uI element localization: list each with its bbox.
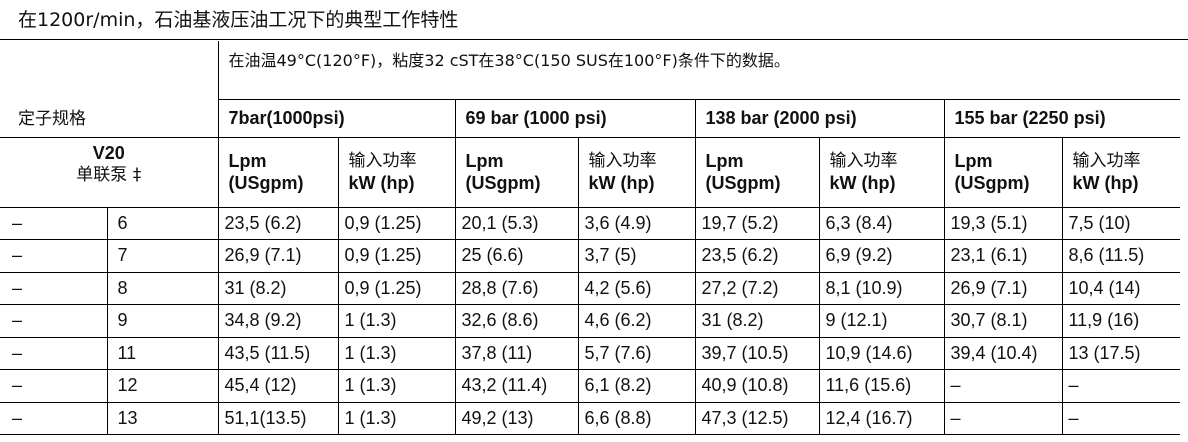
flow-value-cell: 30,7 (8.1) xyxy=(943,304,1062,338)
row-dash: – xyxy=(0,272,107,305)
power-value-cell: 1 (1.3) xyxy=(337,337,455,370)
power-value-cell: 8,1 (10.9) xyxy=(818,272,944,305)
power-value-cell: 9 (12.1) xyxy=(818,304,944,338)
power-subheader: 输入功率 kW (hp) xyxy=(1061,137,1181,208)
flow-value-cell: 26,9 (7.1) xyxy=(217,239,338,273)
row-dash: – xyxy=(0,304,107,338)
power-value-cell: 3,7 (5) xyxy=(577,239,695,273)
power-value-cell: 13 (17.5) xyxy=(1061,337,1181,370)
stator-size-header: 定子规格 xyxy=(0,41,218,138)
row-dash: – xyxy=(0,402,107,435)
power-value-cell: 0,9 (1.25) xyxy=(337,272,455,305)
flow-value-cell: 25 (6.6) xyxy=(454,239,578,273)
flow-subheader: Lpm (USgpm) xyxy=(454,137,578,208)
power-value-cell: 1 (1.3) xyxy=(337,402,455,435)
flow-value-cell: 31 (8.2) xyxy=(217,272,338,305)
flow-value-cell: 19,7 (5.2) xyxy=(694,207,819,240)
power-value-cell: 6,6 (8.8) xyxy=(577,402,695,435)
power-value-cell: 11,9 (16) xyxy=(1061,304,1181,338)
power-value-cell: 6,3 (8.4) xyxy=(818,207,944,240)
power-value-cell: 10,9 (14.6) xyxy=(818,337,944,370)
flow-value-cell: 32,6 (8.6) xyxy=(454,304,578,338)
flow-value-cell: 47,3 (12.5) xyxy=(694,402,819,435)
flow-value-cell: 20,1 (5.3) xyxy=(454,207,578,240)
power-value-cell: 0,9 (1.25) xyxy=(337,207,455,240)
flow-value-cell: 26,9 (7.1) xyxy=(943,272,1062,305)
stator-size-cell: 8 xyxy=(106,272,218,305)
power-value-cell: 3,6 (4.9) xyxy=(577,207,695,240)
power-value-cell: 6,9 (9.2) xyxy=(818,239,944,273)
model-subtitle: 单联泵 ‡ xyxy=(76,164,142,185)
row-dash: – xyxy=(0,369,107,403)
pressure-header-138bar: 138 bar (2000 psi) xyxy=(694,98,944,138)
flow-value-cell: 51,1(13.5) xyxy=(217,402,338,435)
condition-note: 在油温49°C(120°F)，粘度32 cST在38°C(150 SUS在100… xyxy=(217,41,1181,99)
flow-value-cell: 39,7 (10.5) xyxy=(694,337,819,370)
flow-value-cell: 43,2 (11.4) xyxy=(454,369,578,403)
stator-size-cell: 6 xyxy=(106,207,218,240)
power-value-cell: 6,1 (8.2) xyxy=(577,369,695,403)
power-value-cell: 8,6 (11.5) xyxy=(1061,239,1181,273)
stator-size-cell: 11 xyxy=(106,337,218,370)
power-subheader: 输入功率 kW (hp) xyxy=(337,137,455,208)
flow-value-cell: 28,8 (7.6) xyxy=(454,272,578,305)
stator-size-cell: 13 xyxy=(106,402,218,435)
table-row: –7 26,9 (7.1) 0,9 (1.25) 25 (6.6) 3,7 (5) 23,… xyxy=(0,239,1181,273)
pressure-header-69bar: 69 bar (1000 psi) xyxy=(454,98,695,138)
flow-value-cell: 40,9 (10.8) xyxy=(694,369,819,403)
table-row: –6 23,5 (6.2) 0,9 (1.25) 20,1 (5.3) 3,6 (4.9… xyxy=(0,207,1181,240)
flow-value-cell: – xyxy=(943,402,1062,435)
table-row: –9 34,8 (9.2) 1 (1.3) 32,6 (8.6) 4,6 (6.2) 31… xyxy=(0,304,1181,338)
power-value-cell: 7,5 (10) xyxy=(1061,207,1181,240)
flow-value-cell: 27,2 (7.2) xyxy=(694,272,819,305)
power-value-cell: 5,7 (7.6) xyxy=(577,337,695,370)
flow-value-cell: 43,5 (11.5) xyxy=(217,337,338,370)
row-dash: – xyxy=(0,207,107,240)
flow-value-cell: 19,3 (5.1) xyxy=(943,207,1062,240)
table-title: 在1200r/min，石油基液压油工况下的典型工作特性 xyxy=(0,0,1188,40)
power-value-cell: 1 (1.3) xyxy=(337,304,455,338)
table-row: –8 31 (8.2) 0,9 (1.25) 28,8 (7.6) 4,2 (5.6) 2… xyxy=(0,272,1181,305)
flow-value-cell: 23,5 (6.2) xyxy=(217,207,338,240)
flow-value-cell: – xyxy=(943,369,1062,403)
row-dash: – xyxy=(0,337,107,370)
flow-value-cell: 23,5 (6.2) xyxy=(694,239,819,273)
power-value-cell: 0,9 (1.25) xyxy=(337,239,455,273)
row-dash: – xyxy=(0,239,107,273)
power-value-cell: 10,4 (14) xyxy=(1061,272,1181,305)
model-name: V20 xyxy=(92,142,125,163)
power-value-cell: 1 (1.3) xyxy=(337,369,455,403)
pressure-header-155bar: 155 bar (2250 psi) xyxy=(943,98,1181,138)
flow-subheader: Lpm (USgpm) xyxy=(217,137,338,208)
flow-value-cell: 34,8 (9.2) xyxy=(217,304,338,338)
power-subheader: 输入功率 kW (hp) xyxy=(818,137,944,208)
flow-value-cell: 39,4 (10.4) xyxy=(943,337,1062,370)
power-subheader: 输入功率 kW (hp) xyxy=(577,137,695,208)
flow-value-cell: 31 (8.2) xyxy=(694,304,819,338)
stator-size-cell: 7 xyxy=(106,239,218,273)
table-row: –12 45,4 (12) 1 (1.3) 43,2 (11.4) 6,1 (8.2) 4… xyxy=(0,369,1181,403)
flow-value-cell: 49,2 (13) xyxy=(454,402,578,435)
stator-size-cell: 12 xyxy=(106,369,218,403)
pressure-header-7bar: 7bar(1000psi) xyxy=(217,98,455,138)
power-value-cell: 12,4 (16.7) xyxy=(818,402,944,435)
model-header: V20 单联泵 ‡ xyxy=(0,137,218,208)
power-value-cell: 4,6 (6.2) xyxy=(577,304,695,338)
power-value-cell: 11,6 (15.6) xyxy=(818,369,944,403)
power-value-cell: – xyxy=(1061,402,1181,435)
performance-table: 定子规格 在油温49°C(120°F)，粘度32 cST在38°C(150 SU… xyxy=(0,41,1181,435)
flow-value-cell: 45,4 (12) xyxy=(217,369,338,403)
power-value-cell: 4,2 (5.6) xyxy=(577,272,695,305)
data-rows: –6 23,5 (6.2) 0,9 (1.25) 20,1 (5.3) 3,6 (4.9… xyxy=(0,207,1181,435)
table-row: –11 43,5 (11.5) 1 (1.3) 37,8 (11) 5,7 (7.6) 3… xyxy=(0,337,1181,370)
flow-subheader: Lpm (USgpm) xyxy=(943,137,1062,208)
flow-value-cell: 37,8 (11) xyxy=(454,337,578,370)
table-row: –13 51,1(13.5) 1 (1.3) 49,2 (13) 6,6 (8.8) 47… xyxy=(0,402,1181,435)
stator-size-cell: 9 xyxy=(106,304,218,338)
flow-value-cell: 23,1 (6.1) xyxy=(943,239,1062,273)
power-value-cell: – xyxy=(1061,369,1181,403)
flow-subheader: Lpm (USgpm) xyxy=(694,137,819,208)
